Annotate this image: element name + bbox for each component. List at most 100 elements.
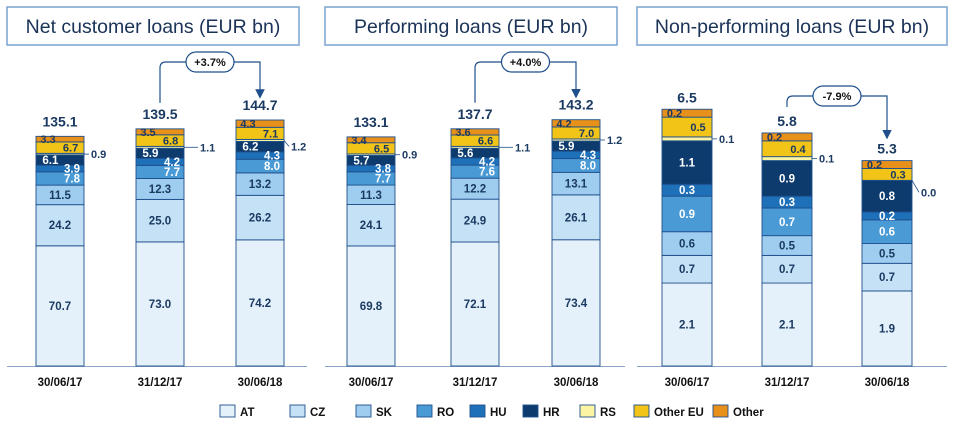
- data-label-other-eu: 6.7: [63, 143, 78, 155]
- category-label: 31/12/17: [138, 377, 183, 389]
- data-label-hr: 5.9: [142, 148, 158, 160]
- change-label: -7.9%: [823, 91, 852, 103]
- legend-label: SK: [376, 407, 393, 419]
- bar-segment-at: [135, 241, 185, 367]
- data-label-ro: 0.9: [679, 209, 695, 221]
- data-label-sk: 12.3: [149, 184, 171, 196]
- data-label-cz: 0.7: [779, 264, 795, 276]
- data-label-rs: 1.2: [291, 141, 306, 153]
- data-label-hr: 6.1: [42, 155, 59, 167]
- bar-segment-rs: [661, 136, 713, 142]
- data-label-at: 73.4: [565, 298, 588, 310]
- data-label-sk: 13.1: [565, 179, 588, 191]
- category-label: 30/06/17: [349, 377, 394, 389]
- legend-item-cz: CZ: [289, 404, 325, 419]
- legend: AT CZ SK RO HU HR RS Other EU Other: [219, 404, 764, 419]
- chart-panel-3: Non-performing loans (EUR bn) 2.1 0.7 0.6 0.…: [636, 6, 948, 389]
- data-label-hu: 0.2: [879, 211, 895, 223]
- data-label-ro: 7.6: [479, 167, 495, 179]
- bar-segment-cz: [861, 262, 913, 292]
- data-label-other: 4.3: [240, 119, 255, 131]
- legend-label: RS: [600, 407, 616, 419]
- data-label-ro: 7.7: [375, 173, 391, 185]
- legend-item-hu: HU: [469, 404, 507, 419]
- data-label-other: 0.2: [667, 108, 682, 120]
- data-label-other: 3.5: [140, 127, 155, 139]
- bar-segment-ro: [761, 207, 813, 237]
- category-label: 30/06/18: [865, 377, 910, 389]
- data-label-hu: 3.8: [375, 164, 392, 176]
- chart-panel-2: Performing loans (EUR bn) 69.8 24.1 11.3 7.7…: [324, 6, 625, 389]
- data-label-cz: 24.2: [49, 220, 71, 232]
- leader-line: [283, 140, 290, 147]
- legend-swatch: [219, 404, 236, 418]
- data-label-hu: 0.3: [779, 197, 795, 209]
- bar-segment-other: [135, 128, 185, 136]
- bar-segment-other: [235, 119, 285, 128]
- change-label: +3.7%: [194, 57, 226, 69]
- data-label-other-eu: 6.8: [163, 136, 178, 148]
- data-label-at: 72.1: [464, 299, 487, 311]
- category-label: 31/12/17: [453, 377, 498, 389]
- change-badge: [500, 51, 551, 73]
- data-label-cz: 24.1: [360, 220, 383, 232]
- legend-label: Other: [733, 407, 764, 419]
- legend-item-rs: RS: [579, 404, 616, 419]
- legend-item-at: AT: [219, 404, 254, 419]
- legend-swatch: [355, 404, 372, 418]
- category-label: 30/06/18: [238, 377, 283, 389]
- data-label-at: 2.1: [779, 320, 796, 332]
- bar-segment-cz: [551, 194, 601, 241]
- data-label-sk: 0.5: [779, 241, 796, 253]
- change-arrow: [786, 95, 892, 140]
- data-label-ro: 7.8: [64, 173, 81, 185]
- bar-segment-cz: [761, 254, 813, 284]
- data-label-cz: 24.9: [464, 216, 486, 228]
- bar-total-label: 135.1: [42, 113, 77, 129]
- legend-label: HR: [543, 407, 560, 419]
- data-label-sk: 0.6: [679, 239, 695, 251]
- data-label-cz: 26.1: [565, 212, 588, 224]
- data-label-ro: 0.6: [879, 227, 895, 239]
- category-label: 31/12/17: [765, 377, 810, 389]
- bar-total-label: 6.5: [677, 89, 697, 105]
- data-label-other-eu: 0.5: [690, 122, 705, 134]
- data-label-rs: 0.1: [719, 134, 734, 146]
- data-label-cz: 25.0: [149, 216, 171, 228]
- data-label-sk: 0.5: [879, 248, 896, 260]
- change-label: +4.0%: [510, 57, 542, 69]
- bar-segment-at: [551, 239, 601, 367]
- bar-segment-other: [861, 160, 913, 169]
- bar-segment-at: [235, 239, 285, 367]
- category-label: 30/06/17: [38, 377, 83, 389]
- data-label-hu: 4.3: [264, 151, 280, 163]
- data-label-other: 0.2: [867, 160, 882, 172]
- data-label-hr: 6.2: [242, 142, 258, 154]
- data-label-ro: 8.0: [264, 161, 280, 173]
- data-label-other-eu: 7.0: [579, 128, 594, 140]
- data-label-hu: 4.3: [580, 150, 596, 162]
- data-label-rs: 1.1: [200, 142, 215, 154]
- data-label-hu: 0.3: [679, 185, 695, 197]
- legend-item-other: Other: [712, 404, 764, 419]
- data-label-other: 0.2: [767, 132, 782, 144]
- data-label-rs: 0.9: [91, 149, 106, 161]
- data-label-rs: 1.2: [607, 135, 622, 147]
- panel-title-box: [636, 6, 948, 46]
- data-label-hr: 1.1: [679, 158, 696, 170]
- legend-swatch: [522, 404, 539, 418]
- data-label-hu: 4.2: [164, 157, 180, 169]
- data-label-rs: 0.0: [921, 187, 936, 199]
- data-label-sk: 11.3: [360, 190, 382, 202]
- category-label: 30/06/18: [554, 377, 599, 389]
- panel-title: Net customer loans (EUR bn): [26, 16, 281, 38]
- data-label-hu: 4.2: [479, 156, 495, 168]
- data-label-rs: 0.9: [402, 150, 417, 162]
- bar-segment-at: [450, 241, 500, 367]
- legend-label: Other EU: [654, 407, 704, 419]
- bar-segment-cz: [346, 204, 396, 247]
- data-label-at: 2.1: [679, 320, 696, 332]
- bar-total-label: 139.5: [142, 106, 177, 122]
- data-label-at: 70.7: [49, 301, 71, 313]
